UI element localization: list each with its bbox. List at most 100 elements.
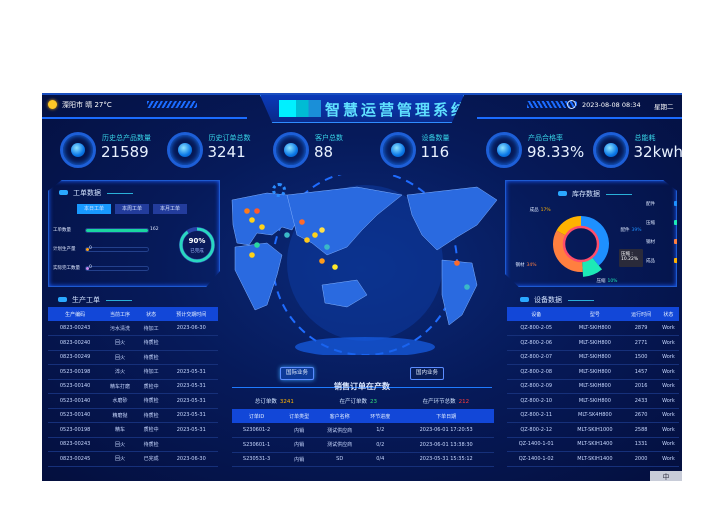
map-marker[interactable] — [319, 258, 325, 264]
map-marker[interactable] — [304, 237, 310, 243]
tab-work-order[interactable]: 本月工单 — [153, 204, 187, 214]
table-cell: S230531-3 — [232, 452, 282, 467]
map-marker[interactable] — [254, 208, 260, 214]
table-row[interactable]: QZ-1400-1-02 MLT-SKIH1400 2000 Work — [507, 451, 679, 467]
column-header[interactable]: 下单日期 — [398, 409, 494, 423]
header-stripes-left — [147, 101, 197, 108]
table-row[interactable]: QZ-800-2-06 MLT-SKIH800 2771 Work — [507, 335, 679, 351]
kpi-card: 客户总数 88 — [265, 131, 365, 171]
table-row[interactable]: S230601-1 内销 测试供应商 0/2 2023-06-01 13:38:30 — [232, 437, 494, 453]
map-marker[interactable] — [244, 208, 250, 214]
table-row[interactable]: S230601-2 内销 测试供应商 1/2 2023-06-01 17:20:53 — [232, 423, 494, 438]
donut-slice[interactable] — [556, 216, 581, 236]
table-cell: MLT-SKIH1400 — [565, 451, 625, 467]
table-row[interactable]: 0523-00198 精车 质检中 2023-05-31 — [48, 422, 218, 438]
table-row[interactable]: 0523-00140 水磨砂 待质检 2023-05-31 — [48, 393, 218, 409]
map-marker[interactable] — [249, 252, 255, 258]
column-header[interactable]: 设备 — [507, 307, 566, 321]
kpi-orb-icon — [603, 143, 618, 157]
key-icon — [59, 190, 68, 195]
map-marker[interactable] — [454, 260, 460, 266]
column-header[interactable]: 状态 — [137, 307, 165, 321]
bar-value: 0 — [89, 265, 92, 270]
legend-item[interactable]: 成品 — [646, 258, 677, 264]
table-header: 生产编码 当前工序 状态 预计交期时间 — [48, 307, 218, 321]
australia — [321, 279, 368, 308]
slice-label: 压缩 10% — [596, 278, 617, 284]
table-cell: Work — [657, 408, 679, 423]
legend-swatch — [674, 258, 677, 263]
map-marker[interactable] — [299, 219, 305, 225]
table-row[interactable]: QZ-800-2-09 MLT-SKIH800 2016 Work — [507, 379, 679, 394]
table-cell — [164, 335, 218, 351]
column-header[interactable]: 订单ID — [232, 409, 282, 423]
table-cell: 0523-00198 — [48, 422, 103, 438]
table-row[interactable]: QZ-800-2-12 MLT-SKIH1000 2588 Work — [507, 422, 679, 438]
stat-value: 23 — [369, 399, 377, 405]
table-row[interactable]: 0823-00243 污水清洗 待加工 2023-06-30 — [48, 321, 218, 336]
sales-stat: 总订单数 3241 — [255, 397, 294, 405]
table-cell: 2588 — [624, 422, 658, 438]
table-row[interactable]: 0523-00140 精磨抛 待质检 2023-05-31 — [48, 408, 218, 423]
table-row[interactable]: QZ-800-2-08 MLT-SKIH800 1457 Work — [507, 364, 679, 380]
work-order-panel: 工单数据 本日工单 本周工单 本月工单 工单数量 162 计划生产量 0 实际完工数量 0 9… — [48, 180, 220, 287]
table-row[interactable]: QZ-800-2-10 MLT-SKIH800 2433 Work — [507, 393, 679, 409]
table-row[interactable]: QZ-800-2-07 MLT-SKIH800 1500 Work — [507, 350, 679, 365]
table-row[interactable]: QZ-800-2-05 MLT-SKIH800 2879 Work — [507, 321, 679, 336]
table-row[interactable]: 0823-00240 回火 待质检 — [48, 335, 218, 351]
map-marker[interactable] — [324, 244, 330, 250]
map-marker[interactable] — [319, 227, 325, 233]
tooltip: 压缩 :10.22% — [619, 249, 643, 267]
column-header[interactable]: 当前工序 — [102, 307, 138, 321]
table-row[interactable]: 0823-00243 回火 待质检 — [48, 437, 218, 452]
table-cell: Work — [657, 321, 679, 336]
map-marker[interactable] — [312, 232, 318, 238]
column-header[interactable]: 运行时间 — [624, 307, 658, 321]
legend-item[interactable]: 配件 — [646, 201, 677, 207]
tab-work-order[interactable]: 本日工单 — [77, 204, 111, 214]
donut-slice[interactable] — [581, 216, 609, 266]
column-header[interactable]: 订单类型 — [281, 409, 318, 423]
column-header[interactable]: 客户名称 — [317, 409, 363, 423]
key-icon — [58, 297, 67, 302]
international-business-button[interactable]: 国际业务 — [280, 367, 314, 380]
progress-fill — [86, 267, 90, 270]
table-cell: 精磨抛 — [102, 408, 138, 423]
column-header[interactable]: 生产编码 — [48, 307, 103, 321]
table-cell: 回火 — [102, 350, 138, 365]
map-marker[interactable] — [259, 224, 265, 230]
table-row[interactable]: QZ-800-2-11 MLT-SK4H800 2670 Work — [507, 408, 679, 423]
ime-indicator[interactable]: 中 — [650, 471, 682, 481]
map-marker[interactable] — [249, 217, 255, 223]
table-cell — [164, 437, 218, 452]
table-row[interactable]: S230531-3 内销 SD 0/4 2023-05-31 15:35:12 — [232, 452, 494, 467]
map-marker[interactable] — [284, 232, 290, 238]
table-row[interactable]: QZ-1400-1-01 MLT-SKIH1400 1331 Work — [507, 437, 679, 452]
domestic-business-button[interactable]: 国内业务 — [410, 367, 444, 380]
panel-title: 工单数据 — [73, 188, 133, 198]
table-row[interactable]: 0523-00198 淬火 待加工 2023-05-31 — [48, 364, 218, 380]
weather-city: 溧阳市 — [62, 101, 83, 109]
table-row[interactable]: 0823-00245 回火 已完成 2023-06-30 — [48, 451, 218, 467]
table-row[interactable]: 0523-00140 精车打磨 质检中 2023-05-31 — [48, 379, 218, 394]
column-header[interactable]: 型号 — [565, 307, 625, 321]
slice-name: 钢材 — [515, 263, 525, 269]
legend-item[interactable]: 钢材 — [646, 239, 677, 245]
legend-item[interactable]: 压缩 — [646, 220, 677, 226]
table-cell: QZ-800-2-06 — [507, 335, 566, 351]
equipment-table: 设备 型号 运行时间 状态 QZ-800-2-05 MLT-SKIH800 2879 Work… — [507, 307, 679, 467]
map-marker[interactable] — [464, 284, 470, 290]
map-marker[interactable] — [254, 242, 260, 248]
table-cell: Work — [657, 379, 679, 394]
tab-work-order[interactable]: 本周工单 — [115, 204, 149, 214]
table-row[interactable]: 0823-00249 回火 待质检 — [48, 350, 218, 365]
column-header[interactable]: 预计交期时间 — [164, 307, 218, 321]
column-header[interactable]: 状态 — [657, 307, 679, 321]
donut-slice[interactable] — [553, 230, 583, 272]
table-cell: QZ-800-2-07 — [507, 350, 566, 365]
column-header[interactable]: 环节进度 — [362, 409, 399, 423]
table-cell: S230601-2 — [232, 423, 282, 438]
map-marker[interactable] — [332, 264, 338, 270]
donut-slice[interactable] — [582, 257, 603, 277]
slice-label: 配件 39% — [621, 227, 642, 233]
